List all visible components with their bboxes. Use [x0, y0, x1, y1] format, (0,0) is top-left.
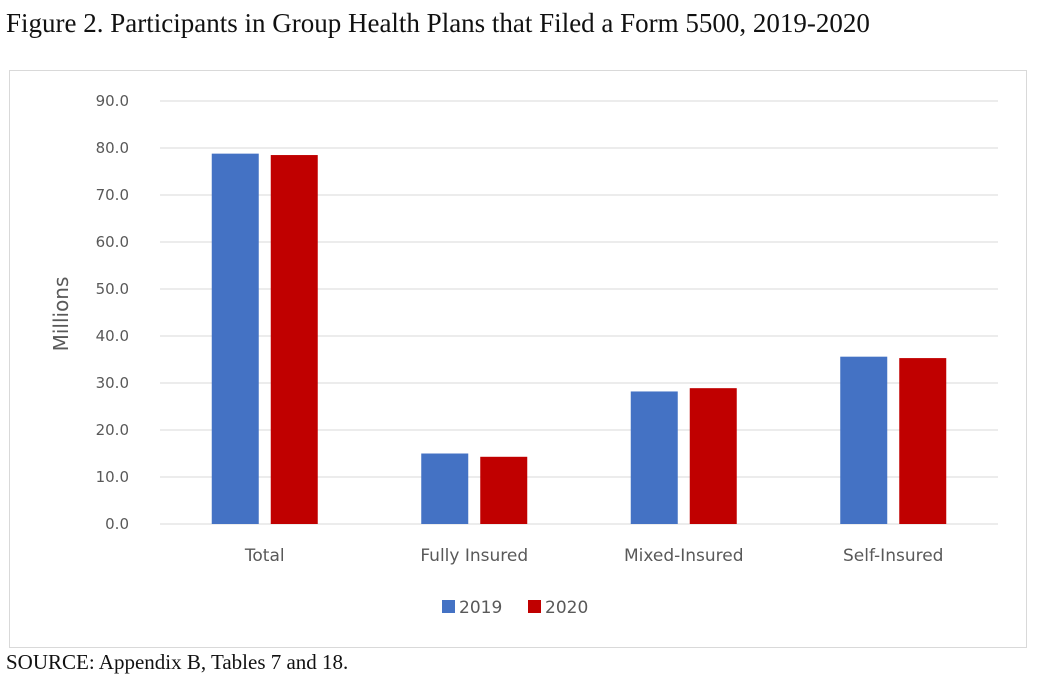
bar-2020-fully-insured [480, 456, 528, 524]
bars [211, 153, 947, 525]
y-tick-label: 70.0 [96, 186, 129, 204]
legend-swatch-2019 [442, 600, 455, 613]
y-tick-label: 80.0 [96, 139, 129, 157]
y-tick-label: 20.0 [96, 421, 129, 439]
y-tick-label: 0.0 [105, 515, 129, 533]
bar-2019-fully-insured [421, 453, 469, 524]
y-axis-ticks: 0.0 10.0 20.0 30.0 40.0 50.0 60.0 70.0 80.0 90.0 [96, 92, 129, 533]
legend-label-2020: 2020 [545, 598, 588, 618]
y-tick-label: 50.0 [96, 280, 129, 298]
bar-2019-total [211, 153, 259, 524]
legend-swatch-2020 [528, 600, 541, 613]
y-tick-label: 60.0 [96, 233, 129, 251]
bar-2020-self-insured [899, 358, 947, 524]
x-axis-categories: Total Fully Insured Mixed-Insured Self-Insu… [244, 546, 944, 566]
y-tick-label: 90.0 [96, 92, 129, 110]
x-category-label: Total [244, 546, 285, 566]
legend-label-2019: 2019 [459, 598, 502, 618]
source-note: SOURCE: Appendix B, Tables 7 and 18. [6, 650, 349, 674]
legend: 2019 2020 [442, 598, 588, 618]
y-tick-label: 10.0 [96, 468, 129, 486]
x-category-label: Fully Insured [420, 546, 528, 566]
y-axis-label: Millions [49, 277, 73, 352]
x-category-label: Mixed-Insured [624, 546, 744, 566]
bar-2020-mixed-insured [689, 388, 737, 524]
y-tick-label: 40.0 [96, 327, 129, 345]
x-category-label: Self-Insured [843, 546, 943, 566]
chart-area: 0.0 10.0 20.0 30.0 40.0 50.0 60.0 70.0 80.0 90.0 … [9, 70, 1027, 648]
figure-title: Figure 2. Participants in Group Health P… [6, 8, 870, 38]
bar-2019-mixed-insured [630, 391, 678, 524]
y-tick-label: 30.0 [96, 374, 129, 392]
bar-2019-self-insured [840, 356, 888, 524]
bar-2020-total [270, 155, 318, 525]
bar-chart: 0.010.020.030.040.050.060.070.080.090.0 … [49, 92, 998, 618]
